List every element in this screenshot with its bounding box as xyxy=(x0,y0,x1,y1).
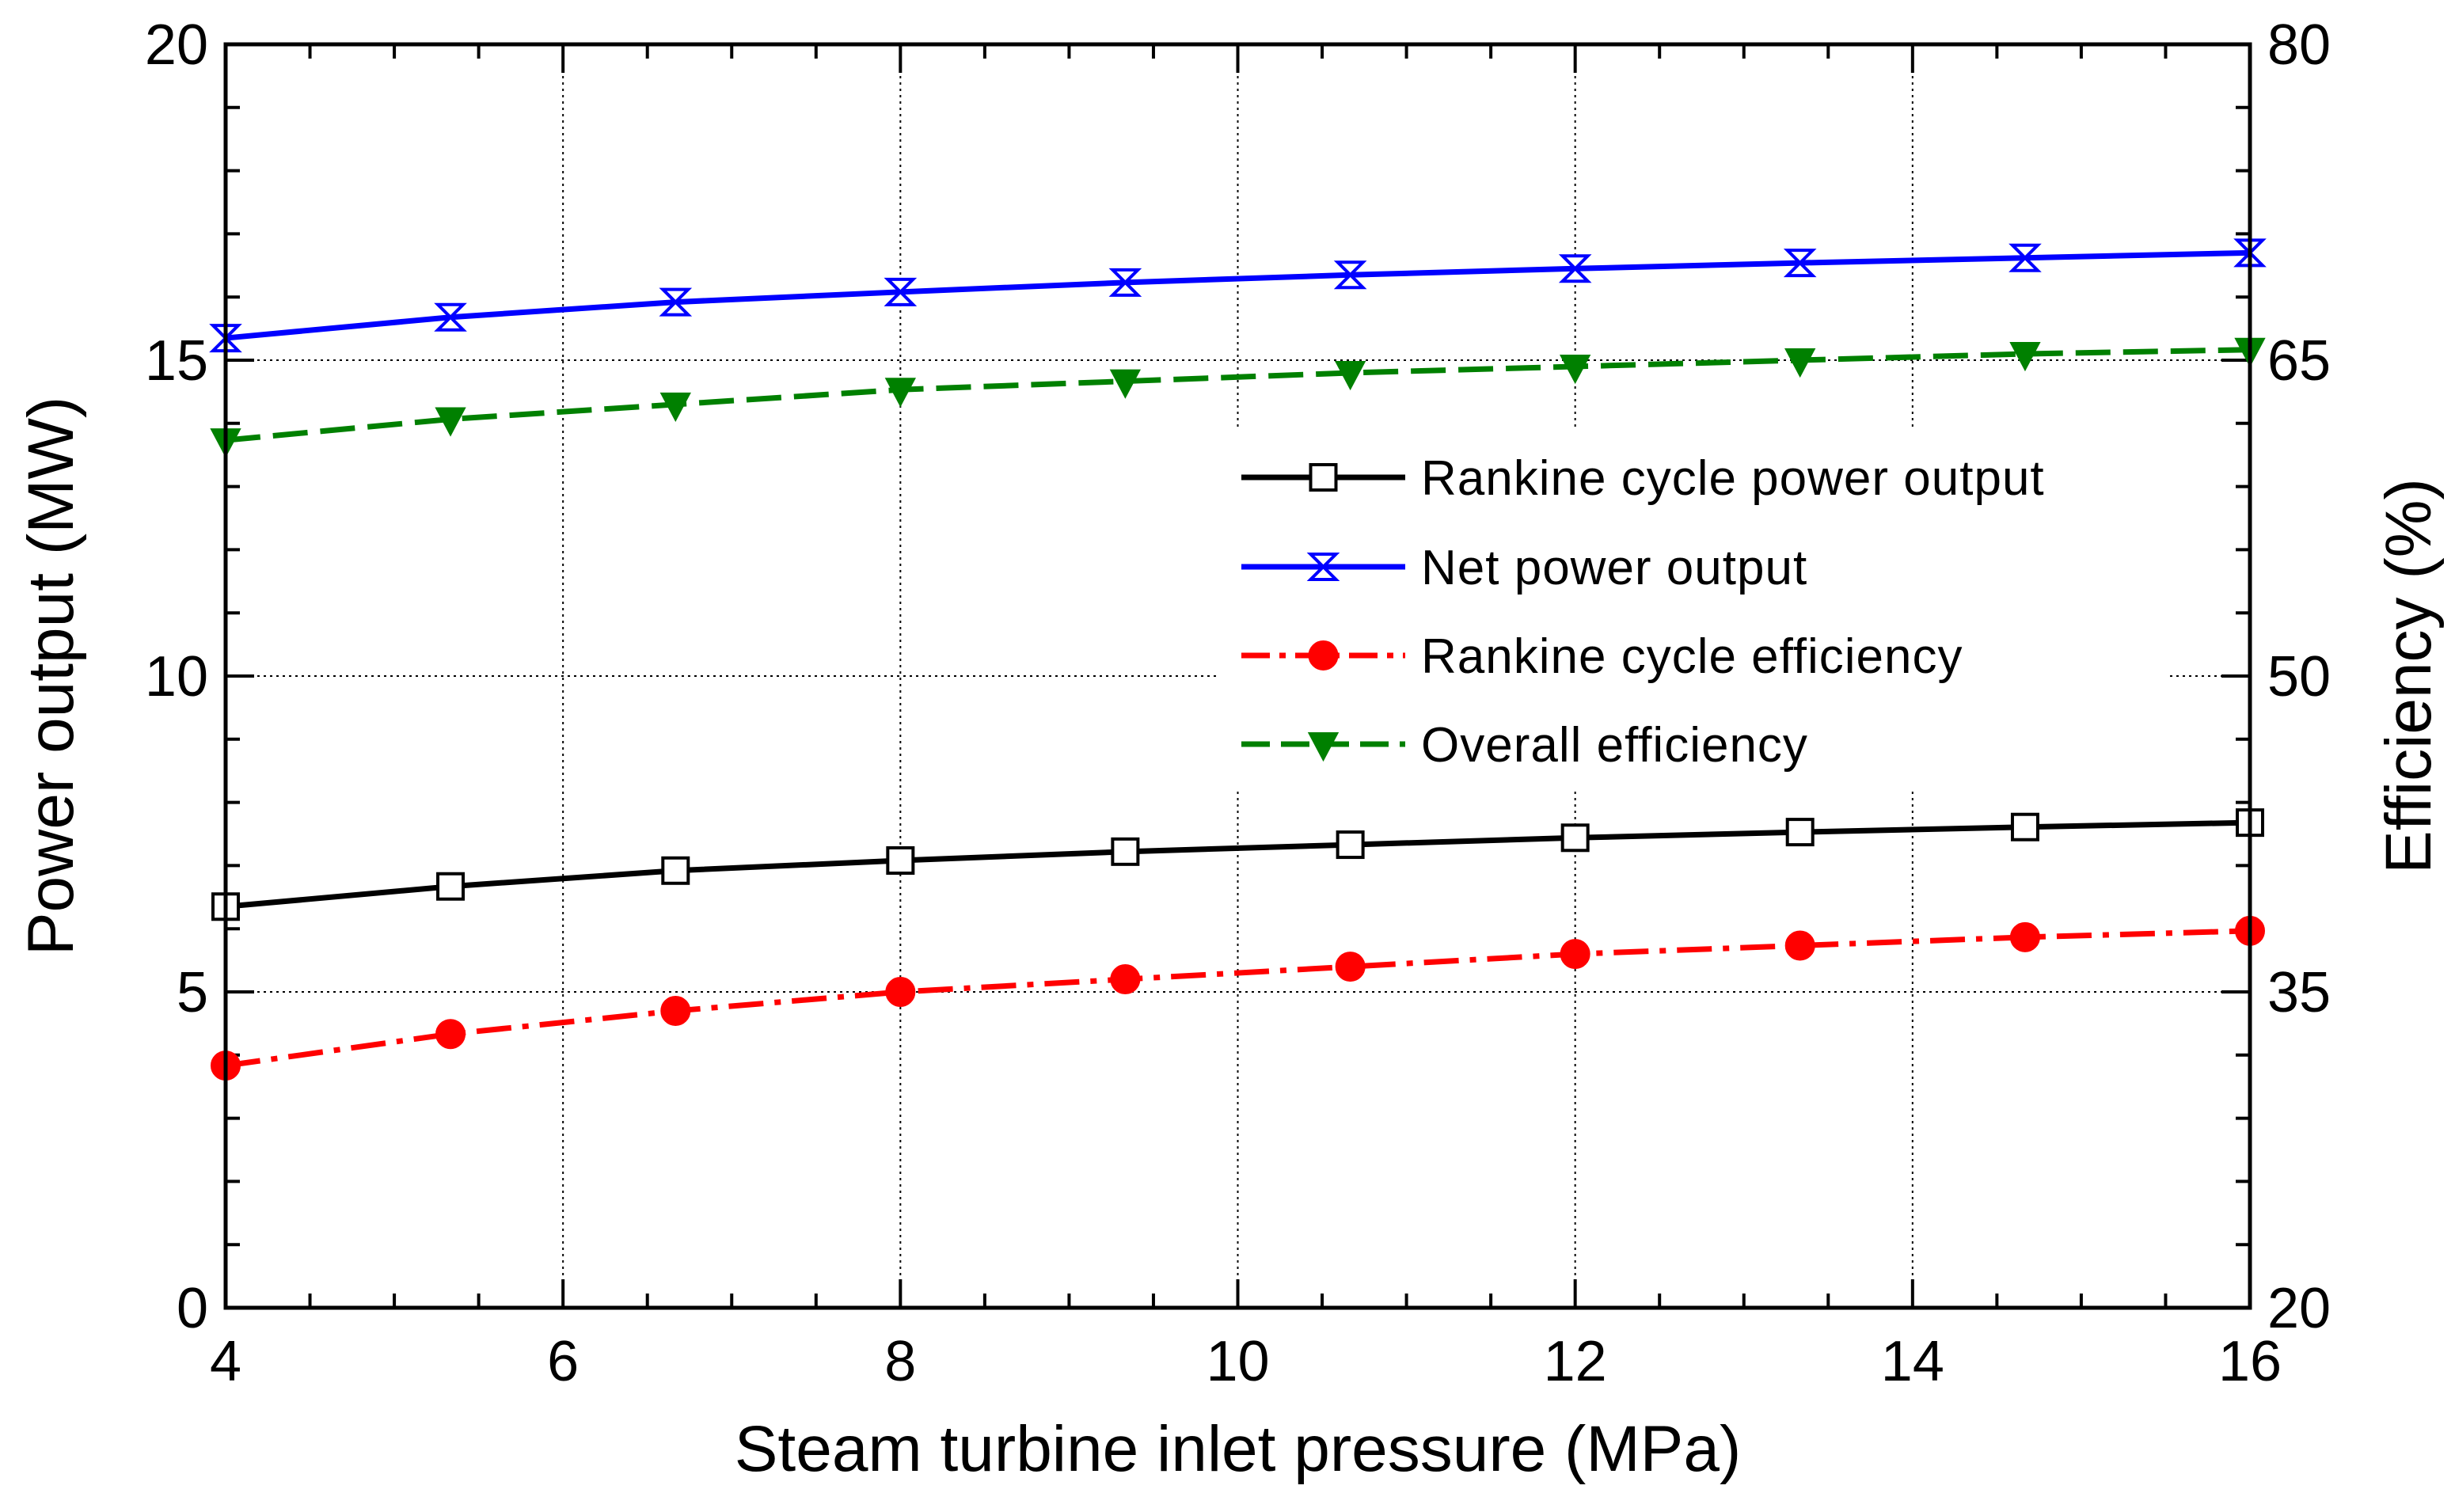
y-left-tick-label: 15 xyxy=(145,329,208,393)
y-left-tick-label: 10 xyxy=(145,645,208,709)
data-point-marker xyxy=(1785,818,1815,847)
series-line xyxy=(225,249,2251,341)
data-point-marker xyxy=(884,378,916,408)
data-point-marker xyxy=(2009,921,2040,952)
data-point-marker xyxy=(434,302,467,332)
labels-layer: 4 6 8 10 12 14 16 0 5 10 15 20 20 35 50 65 80 xyxy=(145,13,2331,1393)
y-left-tick-label: 0 xyxy=(177,1277,208,1340)
data-point-marker xyxy=(1784,930,1815,961)
legend-label: Overall efficiency xyxy=(1421,718,1808,773)
legend-marker xyxy=(1308,640,1339,671)
data-point-marker xyxy=(1334,360,1366,391)
y-right-tick-label: 65 xyxy=(2267,329,2331,393)
series-rankine-cycle-power-output xyxy=(211,808,2264,921)
plot-frame xyxy=(223,42,2252,1310)
data-point-marker xyxy=(2010,812,2039,841)
legend-label: Net power output xyxy=(1421,541,1807,595)
series-overall-efficiency xyxy=(210,337,2266,458)
data-point-marker xyxy=(1558,254,1592,283)
y-left-tick-label: 20 xyxy=(145,13,208,77)
data-point-marker xyxy=(435,407,466,437)
data-point-marker xyxy=(1111,837,1140,866)
data-point-marker xyxy=(1560,939,1590,970)
data-point-marker xyxy=(1783,249,1817,278)
x-tick-label: 14 xyxy=(1881,1330,1944,1393)
series-net-power-output xyxy=(209,238,2267,353)
x-tick-label: 10 xyxy=(1206,1330,1269,1393)
data-point-marker xyxy=(1109,369,1142,399)
data-point-marker xyxy=(885,977,916,1007)
data-point-marker xyxy=(1560,354,1591,385)
legend: Rankine cycle power output Net power outp… xyxy=(1241,451,2045,773)
x-axis-title: Steam turbine inlet pressure (MPa) xyxy=(735,1413,1742,1485)
x-tick-label: 4 xyxy=(210,1330,241,1393)
x-tick-label: 6 xyxy=(547,1330,579,1393)
data-point-marker xyxy=(2008,243,2042,272)
series-line xyxy=(225,819,2251,910)
y-right-tick-label: 50 xyxy=(2267,645,2331,709)
legend-background-layer xyxy=(1219,427,2169,792)
y-right-tick-label: 35 xyxy=(2267,961,2331,1024)
data-point-marker xyxy=(1336,830,1365,860)
x-tick-label: 16 xyxy=(2218,1330,2282,1393)
y-axis-left-title: Power output (MW) xyxy=(15,397,87,955)
y-axis-right-title: Efficiency (%) xyxy=(2373,478,2445,874)
data-point-marker xyxy=(1335,952,1366,982)
data-point-marker xyxy=(660,995,691,1026)
data-point-marker xyxy=(1560,823,1590,853)
data-point-marker xyxy=(1110,964,1141,995)
series-line xyxy=(225,347,2251,443)
data-point-marker xyxy=(886,846,915,876)
legend-entry: Rankine cycle efficiency xyxy=(1241,629,1963,684)
series-layer xyxy=(209,238,2267,1081)
legend-entry: Rankine cycle power output xyxy=(1241,451,2045,506)
data-point-marker xyxy=(1333,260,1367,290)
legend-label: Rankine cycle efficiency xyxy=(1421,629,1963,684)
y-left-tick-label: 5 xyxy=(177,961,208,1024)
data-point-marker xyxy=(436,872,466,901)
series-line xyxy=(225,928,2251,1069)
y-right-tick-label: 80 xyxy=(2267,13,2331,77)
data-point-marker xyxy=(884,277,918,306)
data-point-marker xyxy=(1784,348,1816,378)
legend-marker xyxy=(1309,463,1338,492)
y-right-tick-label: 20 xyxy=(2267,1277,2331,1340)
data-point-marker xyxy=(661,856,690,885)
legend-marker xyxy=(1307,732,1340,762)
data-point-marker xyxy=(659,392,691,422)
legend-marker xyxy=(1306,553,1340,581)
data-point-marker xyxy=(1108,268,1142,297)
data-point-marker xyxy=(2009,342,2041,372)
x-tick-label: 12 xyxy=(1544,1330,1607,1393)
legend-background xyxy=(1219,427,2169,792)
legend-entry: Net power output xyxy=(1241,541,1807,595)
data-point-marker xyxy=(659,287,693,317)
data-point-marker xyxy=(435,1019,466,1050)
legend-entry: Overall efficiency xyxy=(1241,718,1808,773)
x-tick-label: 8 xyxy=(884,1330,916,1393)
legend-label: Rankine cycle power output xyxy=(1421,451,2045,506)
